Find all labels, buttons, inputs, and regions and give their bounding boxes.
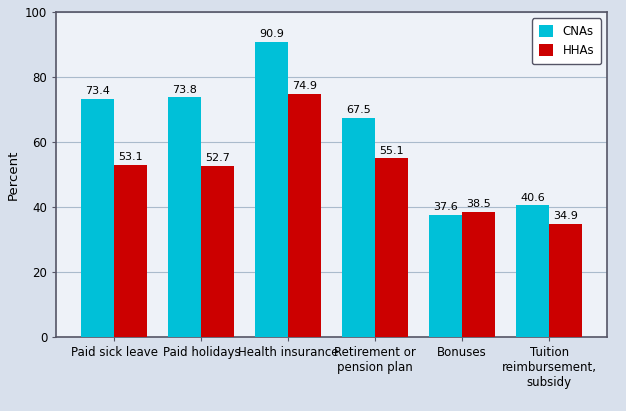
Bar: [202, 166, 234, 337]
Text: 90.9: 90.9: [259, 29, 284, 39]
Bar: [429, 215, 462, 337]
Bar: [549, 224, 582, 337]
Text: 37.6: 37.6: [433, 202, 458, 212]
Text: 34.9: 34.9: [553, 211, 578, 221]
Bar: [375, 158, 408, 337]
Text: 73.8: 73.8: [172, 85, 197, 95]
Bar: [516, 205, 549, 337]
Text: 67.5: 67.5: [346, 105, 371, 115]
Bar: [342, 118, 375, 337]
Text: 73.4: 73.4: [86, 86, 110, 96]
Text: 55.1: 55.1: [379, 145, 404, 155]
Bar: [115, 165, 148, 337]
Bar: [81, 99, 115, 337]
Text: 52.7: 52.7: [205, 153, 230, 163]
Legend: CNAs, HHAs: CNAs, HHAs: [532, 18, 602, 65]
Y-axis label: Percent: Percent: [6, 150, 19, 200]
Text: 38.5: 38.5: [466, 199, 491, 210]
Bar: [289, 94, 321, 337]
Bar: [255, 42, 289, 337]
Text: 53.1: 53.1: [118, 152, 143, 162]
Text: 40.6: 40.6: [520, 193, 545, 203]
Text: 74.9: 74.9: [292, 81, 317, 91]
Bar: [462, 212, 495, 337]
Bar: [168, 97, 202, 337]
